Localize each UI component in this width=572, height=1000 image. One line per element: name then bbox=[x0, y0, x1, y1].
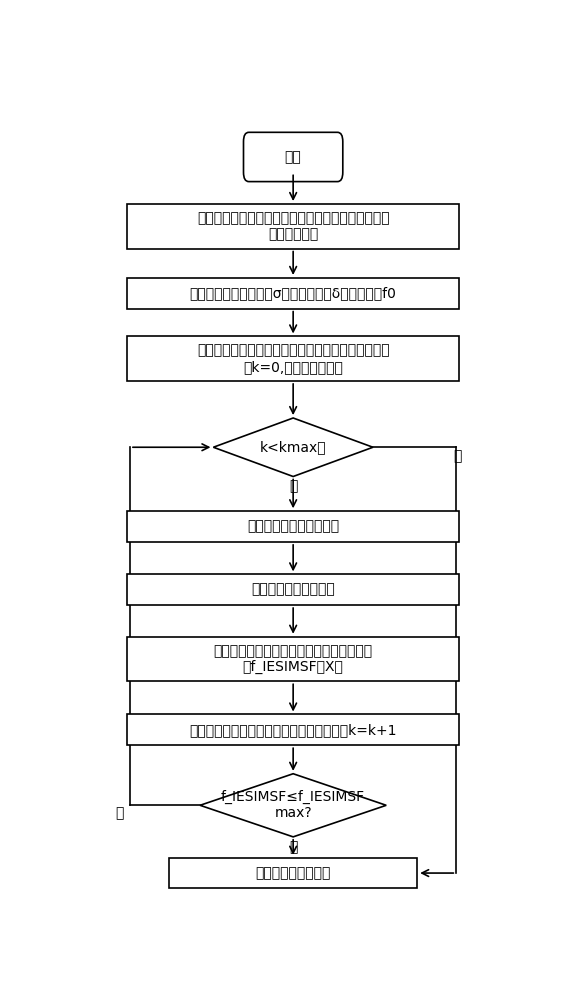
Polygon shape bbox=[200, 774, 386, 837]
Text: 产生优化配置初始化种群: 产生优化配置初始化种群 bbox=[247, 520, 339, 534]
Text: 计算各策略变量适应値: 计算各策略变量适应値 bbox=[251, 583, 335, 597]
Bar bbox=[127, 278, 459, 309]
Text: 是: 是 bbox=[289, 840, 297, 854]
Bar bbox=[127, 574, 459, 605]
Bar bbox=[169, 858, 418, 888]
Bar bbox=[127, 511, 459, 542]
Bar bbox=[127, 714, 459, 745]
Text: k<kmax？: k<kmax？ bbox=[260, 440, 327, 454]
Text: 开始: 开始 bbox=[285, 150, 301, 164]
Polygon shape bbox=[213, 418, 373, 477]
Text: 结束迭代并输出结果: 结束迭代并输出结果 bbox=[256, 866, 331, 880]
Text: 否: 否 bbox=[454, 449, 462, 463]
Text: 设定模型目标容忍系数σ、可接受概率δ以及最优解f0: 设定模型目标容忍系数σ、可接受概率δ以及最优解f0 bbox=[190, 286, 396, 300]
Text: 否: 否 bbox=[115, 806, 124, 820]
FancyBboxPatch shape bbox=[244, 132, 343, 182]
Bar bbox=[127, 336, 459, 381]
Bar bbox=[127, 637, 459, 681]
Bar bbox=[127, 204, 459, 249]
Text: 得到策略变量、种群的最优値以及最优位置
（f_IESIMSF，X）: 得到策略变量、种群的最优値以及最优位置 （f_IESIMSF，X） bbox=[213, 644, 373, 674]
Text: 是: 是 bbox=[289, 479, 297, 493]
Text: 输入约束条件，初始化粒子群参数，设置当前迭代次
数k=0,开始粒子群迭代: 输入约束条件，初始化粒子群参数，设置当前迭代次 数k=0,开始粒子群迭代 bbox=[197, 344, 390, 374]
Text: 输入多站融合系统相关参数，输入负荷和可再生能源
出力预测曲线: 输入多站融合系统相关参数，输入负荷和可再生能源 出力预测曲线 bbox=[197, 211, 390, 241]
Text: 更新策略变量的位置和速度，更新迭代次数k=k+1: 更新策略变量的位置和速度，更新迭代次数k=k+1 bbox=[189, 723, 397, 737]
Text: f_IESIMSF≤f_IESIMSF
max?: f_IESIMSF≤f_IESIMSF max? bbox=[221, 790, 365, 820]
